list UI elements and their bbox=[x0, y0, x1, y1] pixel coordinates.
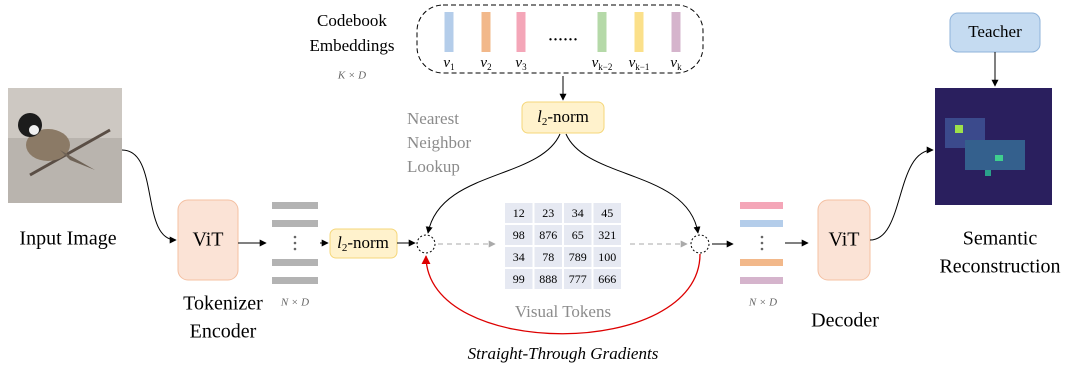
token-value: 45 bbox=[601, 206, 613, 220]
lookup-label: Lookup bbox=[407, 157, 460, 176]
token-value: 34 bbox=[513, 250, 525, 264]
codebook-vector bbox=[482, 12, 491, 52]
gradient-arrow bbox=[426, 254, 700, 334]
vector-label: vk−1 bbox=[629, 55, 650, 72]
output-label: Semantic bbox=[963, 228, 1038, 250]
codebook-title: Codebook bbox=[317, 11, 387, 30]
lookup-label: Nearest bbox=[407, 109, 459, 128]
token-value: 23 bbox=[542, 206, 554, 220]
input-image bbox=[8, 88, 122, 203]
feature-stack bbox=[740, 202, 783, 284]
vector-label: v2 bbox=[480, 55, 491, 72]
arrow bbox=[122, 150, 176, 240]
codebook-shape: K × D bbox=[337, 70, 366, 82]
diagram: Codebook Embeddings K × D ...... v1 v2 v3 v… bbox=[0, 0, 1066, 368]
vector-label: vk−2 bbox=[592, 55, 613, 72]
codebook-vector bbox=[517, 12, 526, 52]
teacher-label: Teacher bbox=[968, 22, 1022, 41]
token-value: 876 bbox=[539, 228, 557, 242]
codebook-title: Embeddings bbox=[310, 36, 395, 55]
ellipsis: ...... bbox=[548, 24, 578, 46]
token-value: 34 bbox=[572, 206, 584, 220]
token-value: 666 bbox=[598, 272, 616, 286]
codebook-vector bbox=[635, 12, 644, 52]
codebook-vector bbox=[672, 12, 681, 52]
token-value: 65 bbox=[572, 228, 584, 242]
tokens-label: Visual Tokens bbox=[515, 302, 611, 321]
decoder-label: Decoder bbox=[811, 310, 879, 332]
token-value: 888 bbox=[539, 272, 557, 286]
token-value: 777 bbox=[569, 272, 587, 286]
feature-stack bbox=[272, 202, 318, 284]
codebook-vector bbox=[598, 12, 607, 52]
token-value: 100 bbox=[598, 250, 616, 264]
token-value: 98 bbox=[513, 228, 525, 242]
codebook-vector bbox=[445, 12, 454, 52]
token-value: 78 bbox=[542, 250, 554, 264]
encoder-shape: N × D bbox=[280, 297, 309, 309]
gradients-label: Straight-Through Gradients bbox=[468, 344, 659, 363]
decoder-shape: N × D bbox=[748, 297, 777, 309]
vector-label: v3 bbox=[515, 55, 527, 72]
encoder-label: Tokenizer bbox=[183, 293, 263, 315]
token-value: 99 bbox=[513, 272, 525, 286]
vector-label: vk bbox=[670, 55, 682, 72]
lookup-label: Neighbor bbox=[407, 133, 472, 152]
token-value: 321 bbox=[598, 228, 616, 242]
reconstruction-image bbox=[935, 88, 1052, 205]
lookup-node bbox=[691, 235, 709, 253]
token-value: 12 bbox=[513, 206, 525, 220]
input-label: Input Image bbox=[19, 228, 116, 250]
decoder-block-label: ViT bbox=[828, 229, 859, 251]
encoder-label: Encoder bbox=[190, 321, 257, 343]
lookup-node bbox=[417, 235, 435, 253]
arrow bbox=[870, 150, 933, 240]
encoder-block-label: ViT bbox=[192, 229, 223, 251]
output-label: Reconstruction bbox=[939, 256, 1060, 278]
token-value: 789 bbox=[569, 250, 587, 264]
vector-label: v1 bbox=[443, 55, 454, 72]
